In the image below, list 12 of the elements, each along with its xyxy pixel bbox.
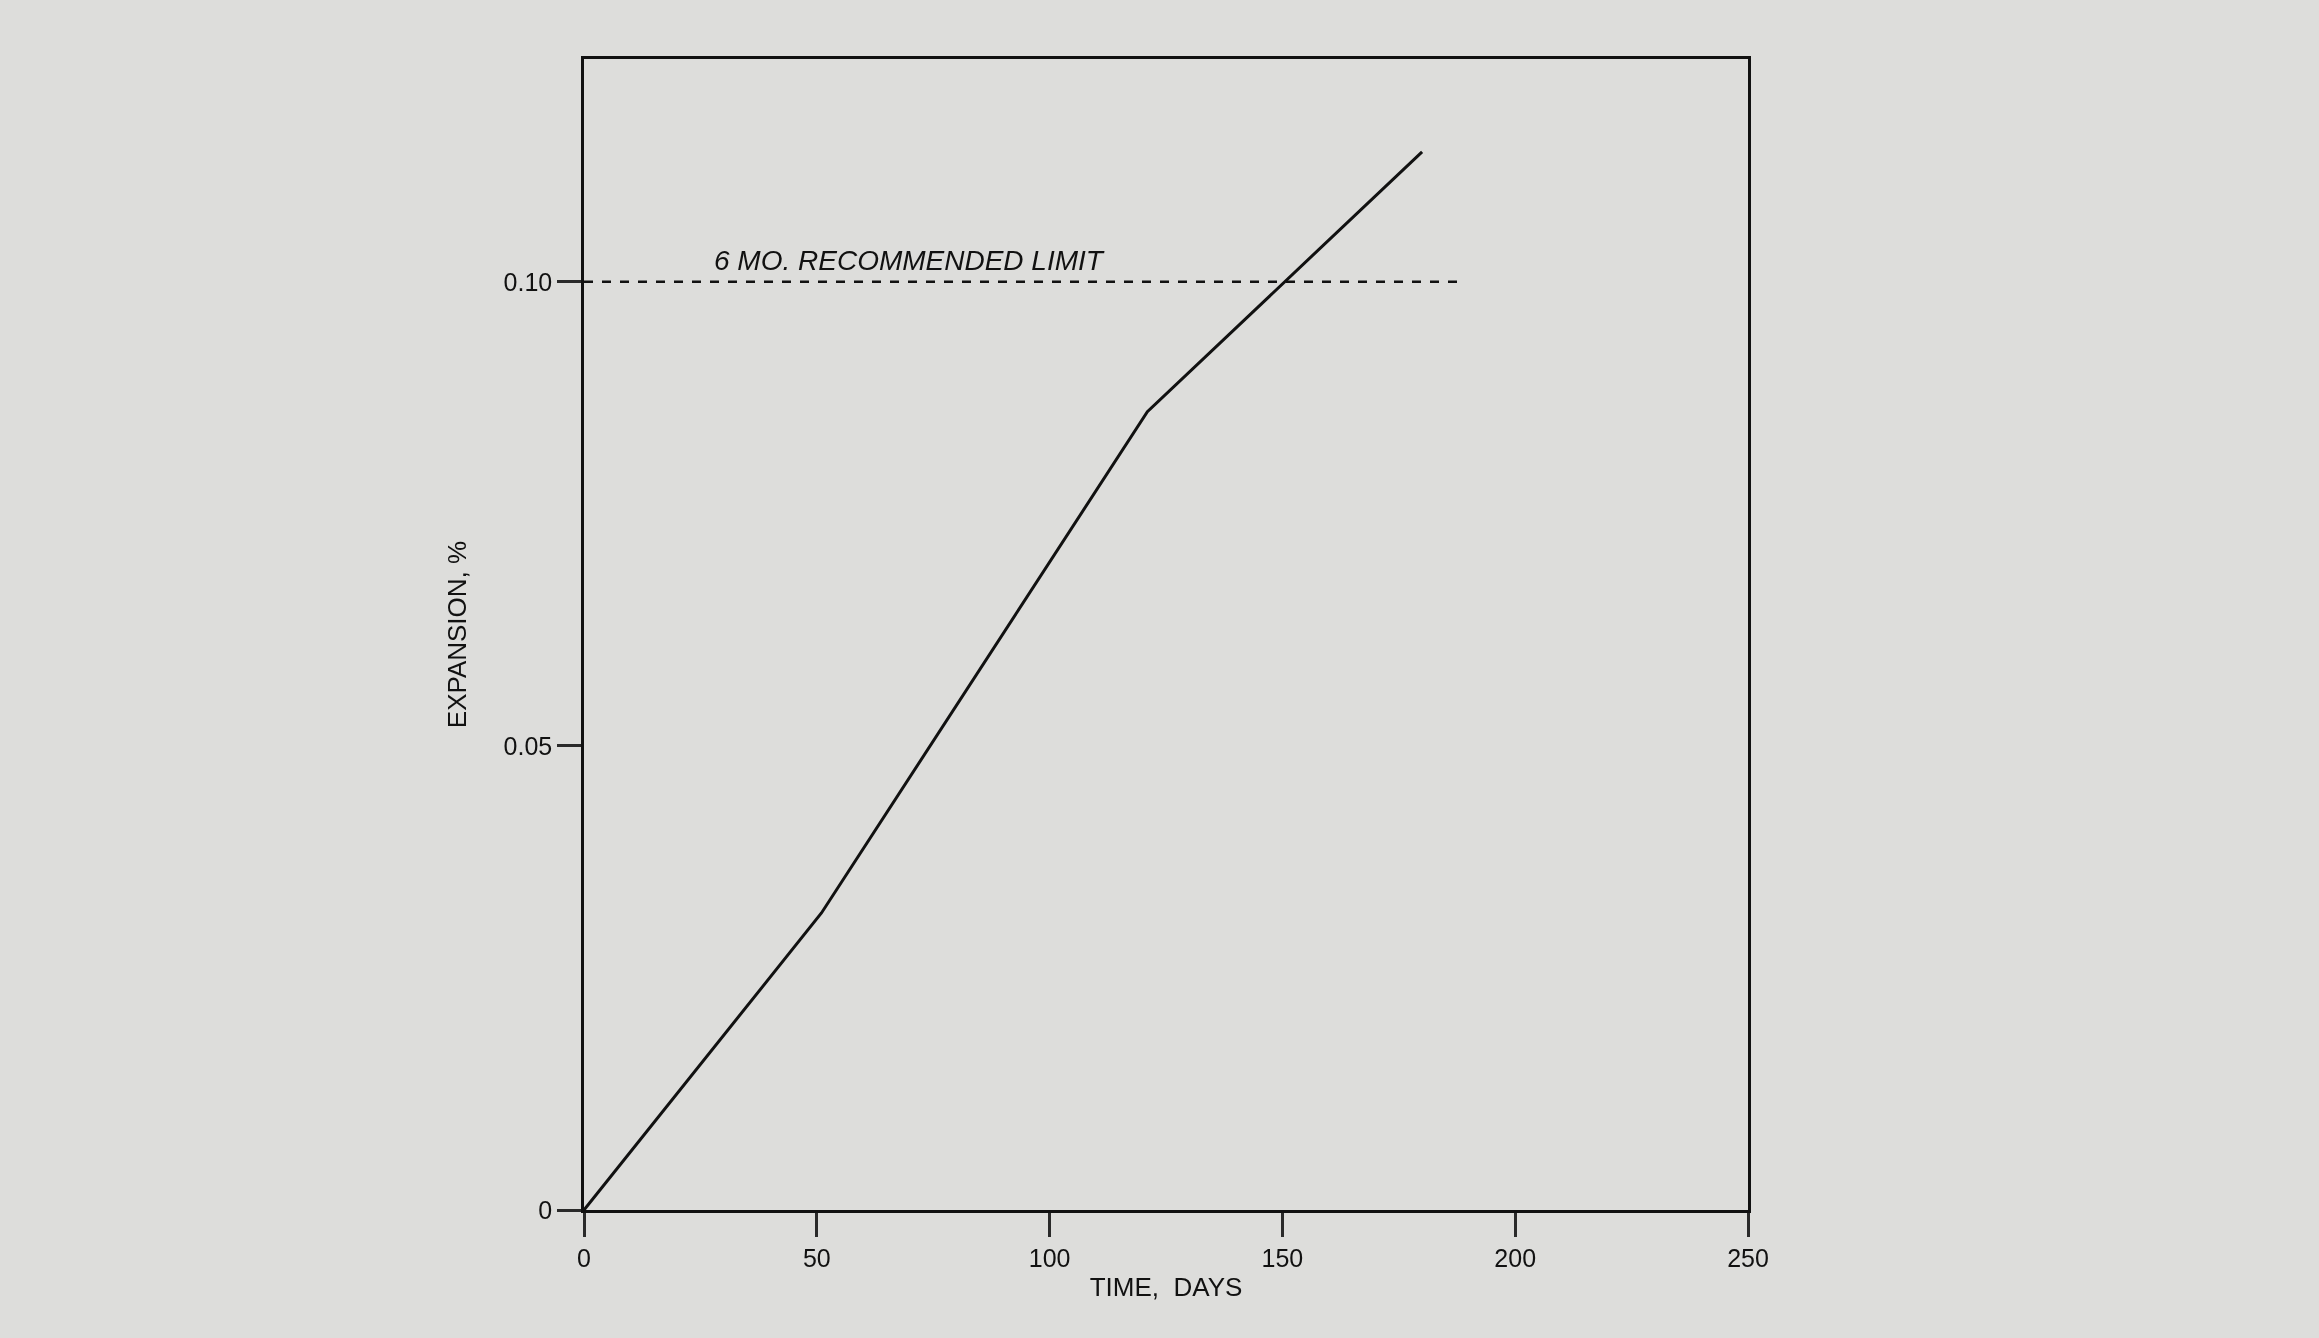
x-tick-label: 150: [1261, 1243, 1304, 1272]
x-tick-label: 200: [1494, 1243, 1537, 1272]
x-tick-label: 250: [1727, 1243, 1769, 1272]
x-axis-title: TIME, DAYS: [1089, 1272, 1243, 1303]
x-tick-label: 50: [802, 1243, 831, 1272]
x-tick-label: 0: [577, 1243, 591, 1272]
y-tick-label: 0.10: [503, 267, 553, 296]
y-tick-label: 0.05: [503, 731, 553, 760]
ref-line-label: 6 MO. RECOMMENDED LIMIT: [714, 245, 1105, 276]
y-axis-title: EXPANSION, %: [441, 540, 472, 729]
y-tick-label: 0: [538, 1195, 553, 1224]
x-tick-label: 100: [1028, 1243, 1071, 1272]
